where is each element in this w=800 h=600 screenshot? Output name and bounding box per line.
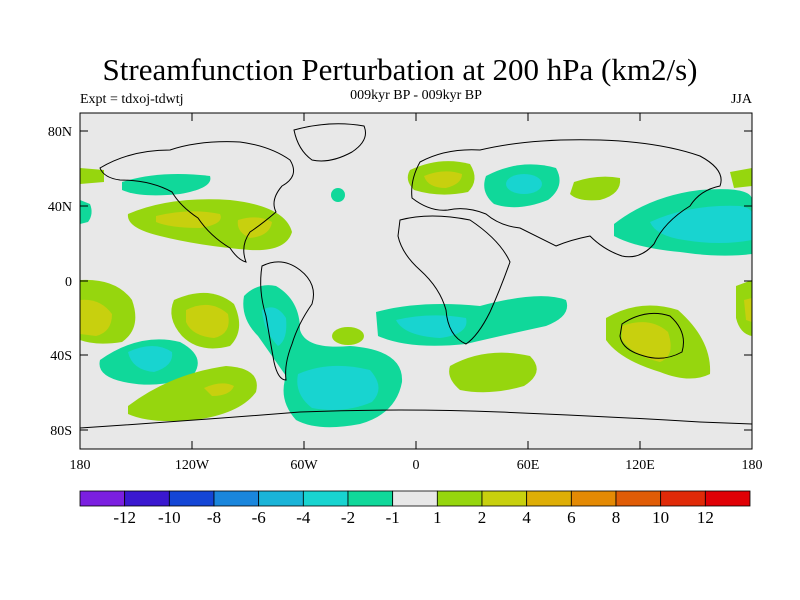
colorbar-tick-label: -4 — [296, 508, 311, 527]
lat-tick-label: 40N — [48, 200, 72, 215]
lon-tick-label: 60E — [517, 458, 540, 473]
latitude-axis: 80N 40N 0 40S 80S — [48, 125, 752, 439]
lon-tick-label: 0 — [413, 458, 420, 473]
colorbar-swatch — [124, 490, 170, 507]
colorbar-swatch — [168, 490, 215, 507]
colorbar-tick-label: -12 — [113, 508, 136, 527]
chart-subtitle: 009kyr BP - 009kyr BP — [350, 88, 482, 103]
contour-fields — [80, 161, 752, 428]
lat-tick-label: 40S — [50, 349, 72, 364]
colorbar-swatch — [392, 490, 438, 507]
colorbar-swatch — [704, 490, 751, 507]
colorbar-tick-label: 10 — [652, 508, 670, 527]
colorbar-tick-label: -1 — [385, 508, 400, 527]
colorbar-tick-label: 12 — [696, 508, 714, 527]
colorbar-swatch — [258, 490, 304, 507]
colorbar-tick-label: -8 — [206, 508, 222, 527]
colorbar-swatch — [302, 490, 349, 507]
colorbar-swatch — [79, 490, 126, 507]
colorbar-tick-label: -2 — [340, 508, 356, 527]
lat-tick-label: 80S — [50, 424, 72, 439]
lon-tick-label: 180 — [742, 458, 763, 473]
colorbar-tick-label: 6 — [567, 508, 576, 527]
longitude-axis: 180 120W 60W 0 60E 120E 180 — [70, 113, 763, 473]
colorbar — [79, 490, 751, 507]
chart-title: Streamfunction Perturbation at 200 hPa (… — [102, 52, 698, 87]
colorbar-tick-label: -6 — [251, 508, 266, 527]
colorbar-tick-label: -10 — [157, 508, 181, 527]
lat-tick-label: 0 — [65, 275, 72, 290]
colorbar-swatch — [615, 490, 662, 507]
colorbar-tick-label: 8 — [611, 508, 621, 527]
experiment-label: Expt = tdxoj-tdwtj — [80, 92, 184, 107]
colorbar-swatch — [526, 490, 572, 507]
colorbar-swatch — [570, 490, 617, 507]
lon-tick-label: 120W — [175, 458, 210, 473]
colorbar-swatch — [436, 490, 483, 507]
colorbar-swatch — [347, 490, 394, 507]
lat-tick-label: 80N — [48, 125, 72, 140]
colorbar-swatch — [481, 490, 528, 507]
colorbar-tick-label: 1 — [433, 508, 442, 527]
coastlines — [80, 123, 752, 429]
lon-tick-label: 60W — [290, 458, 318, 473]
colorbar-swatch — [213, 490, 260, 507]
colorbar-tick-label: 2 — [477, 508, 487, 527]
season-label: JJA — [730, 92, 752, 107]
lon-tick-label: 180 — [70, 458, 91, 473]
lon-tick-label: 120E — [625, 458, 655, 473]
colorbar-swatch — [660, 490, 706, 507]
colorbar-tick-label: 4 — [522, 508, 531, 527]
